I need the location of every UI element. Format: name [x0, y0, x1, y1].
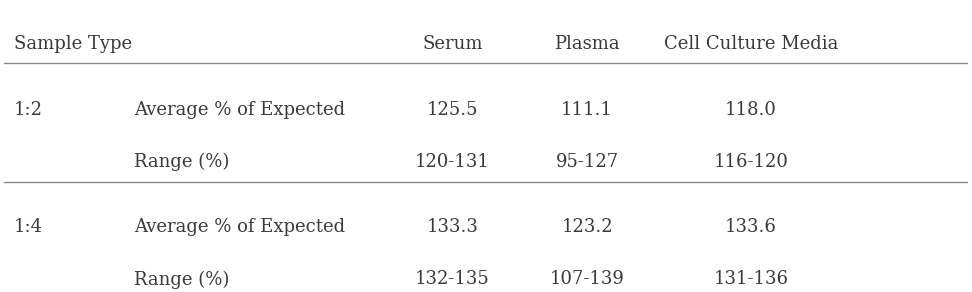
Text: 133.6: 133.6 [725, 218, 777, 236]
Text: 133.3: 133.3 [427, 218, 478, 236]
Text: Sample Type: Sample Type [14, 35, 132, 53]
Text: 1:4: 1:4 [14, 218, 43, 236]
Text: 111.1: 111.1 [561, 101, 613, 119]
Text: Average % of Expected: Average % of Expected [134, 218, 345, 236]
Text: Average % of Expected: Average % of Expected [134, 101, 345, 119]
Text: 95-127: 95-127 [556, 153, 619, 171]
Text: 125.5: 125.5 [427, 101, 478, 119]
Text: 107-139: 107-139 [550, 270, 625, 288]
Text: 118.0: 118.0 [725, 101, 777, 119]
Text: Range (%): Range (%) [134, 153, 229, 171]
Text: 1:2: 1:2 [14, 101, 43, 119]
Text: Cell Culture Media: Cell Culture Media [664, 35, 838, 53]
Text: 131-136: 131-136 [713, 270, 788, 288]
Text: 132-135: 132-135 [415, 270, 490, 288]
Text: Plasma: Plasma [554, 35, 620, 53]
Text: 116-120: 116-120 [713, 153, 788, 171]
Text: Range (%): Range (%) [134, 270, 229, 288]
Text: Serum: Serum [422, 35, 482, 53]
Text: 123.2: 123.2 [562, 218, 613, 236]
Text: 120-131: 120-131 [415, 153, 490, 171]
